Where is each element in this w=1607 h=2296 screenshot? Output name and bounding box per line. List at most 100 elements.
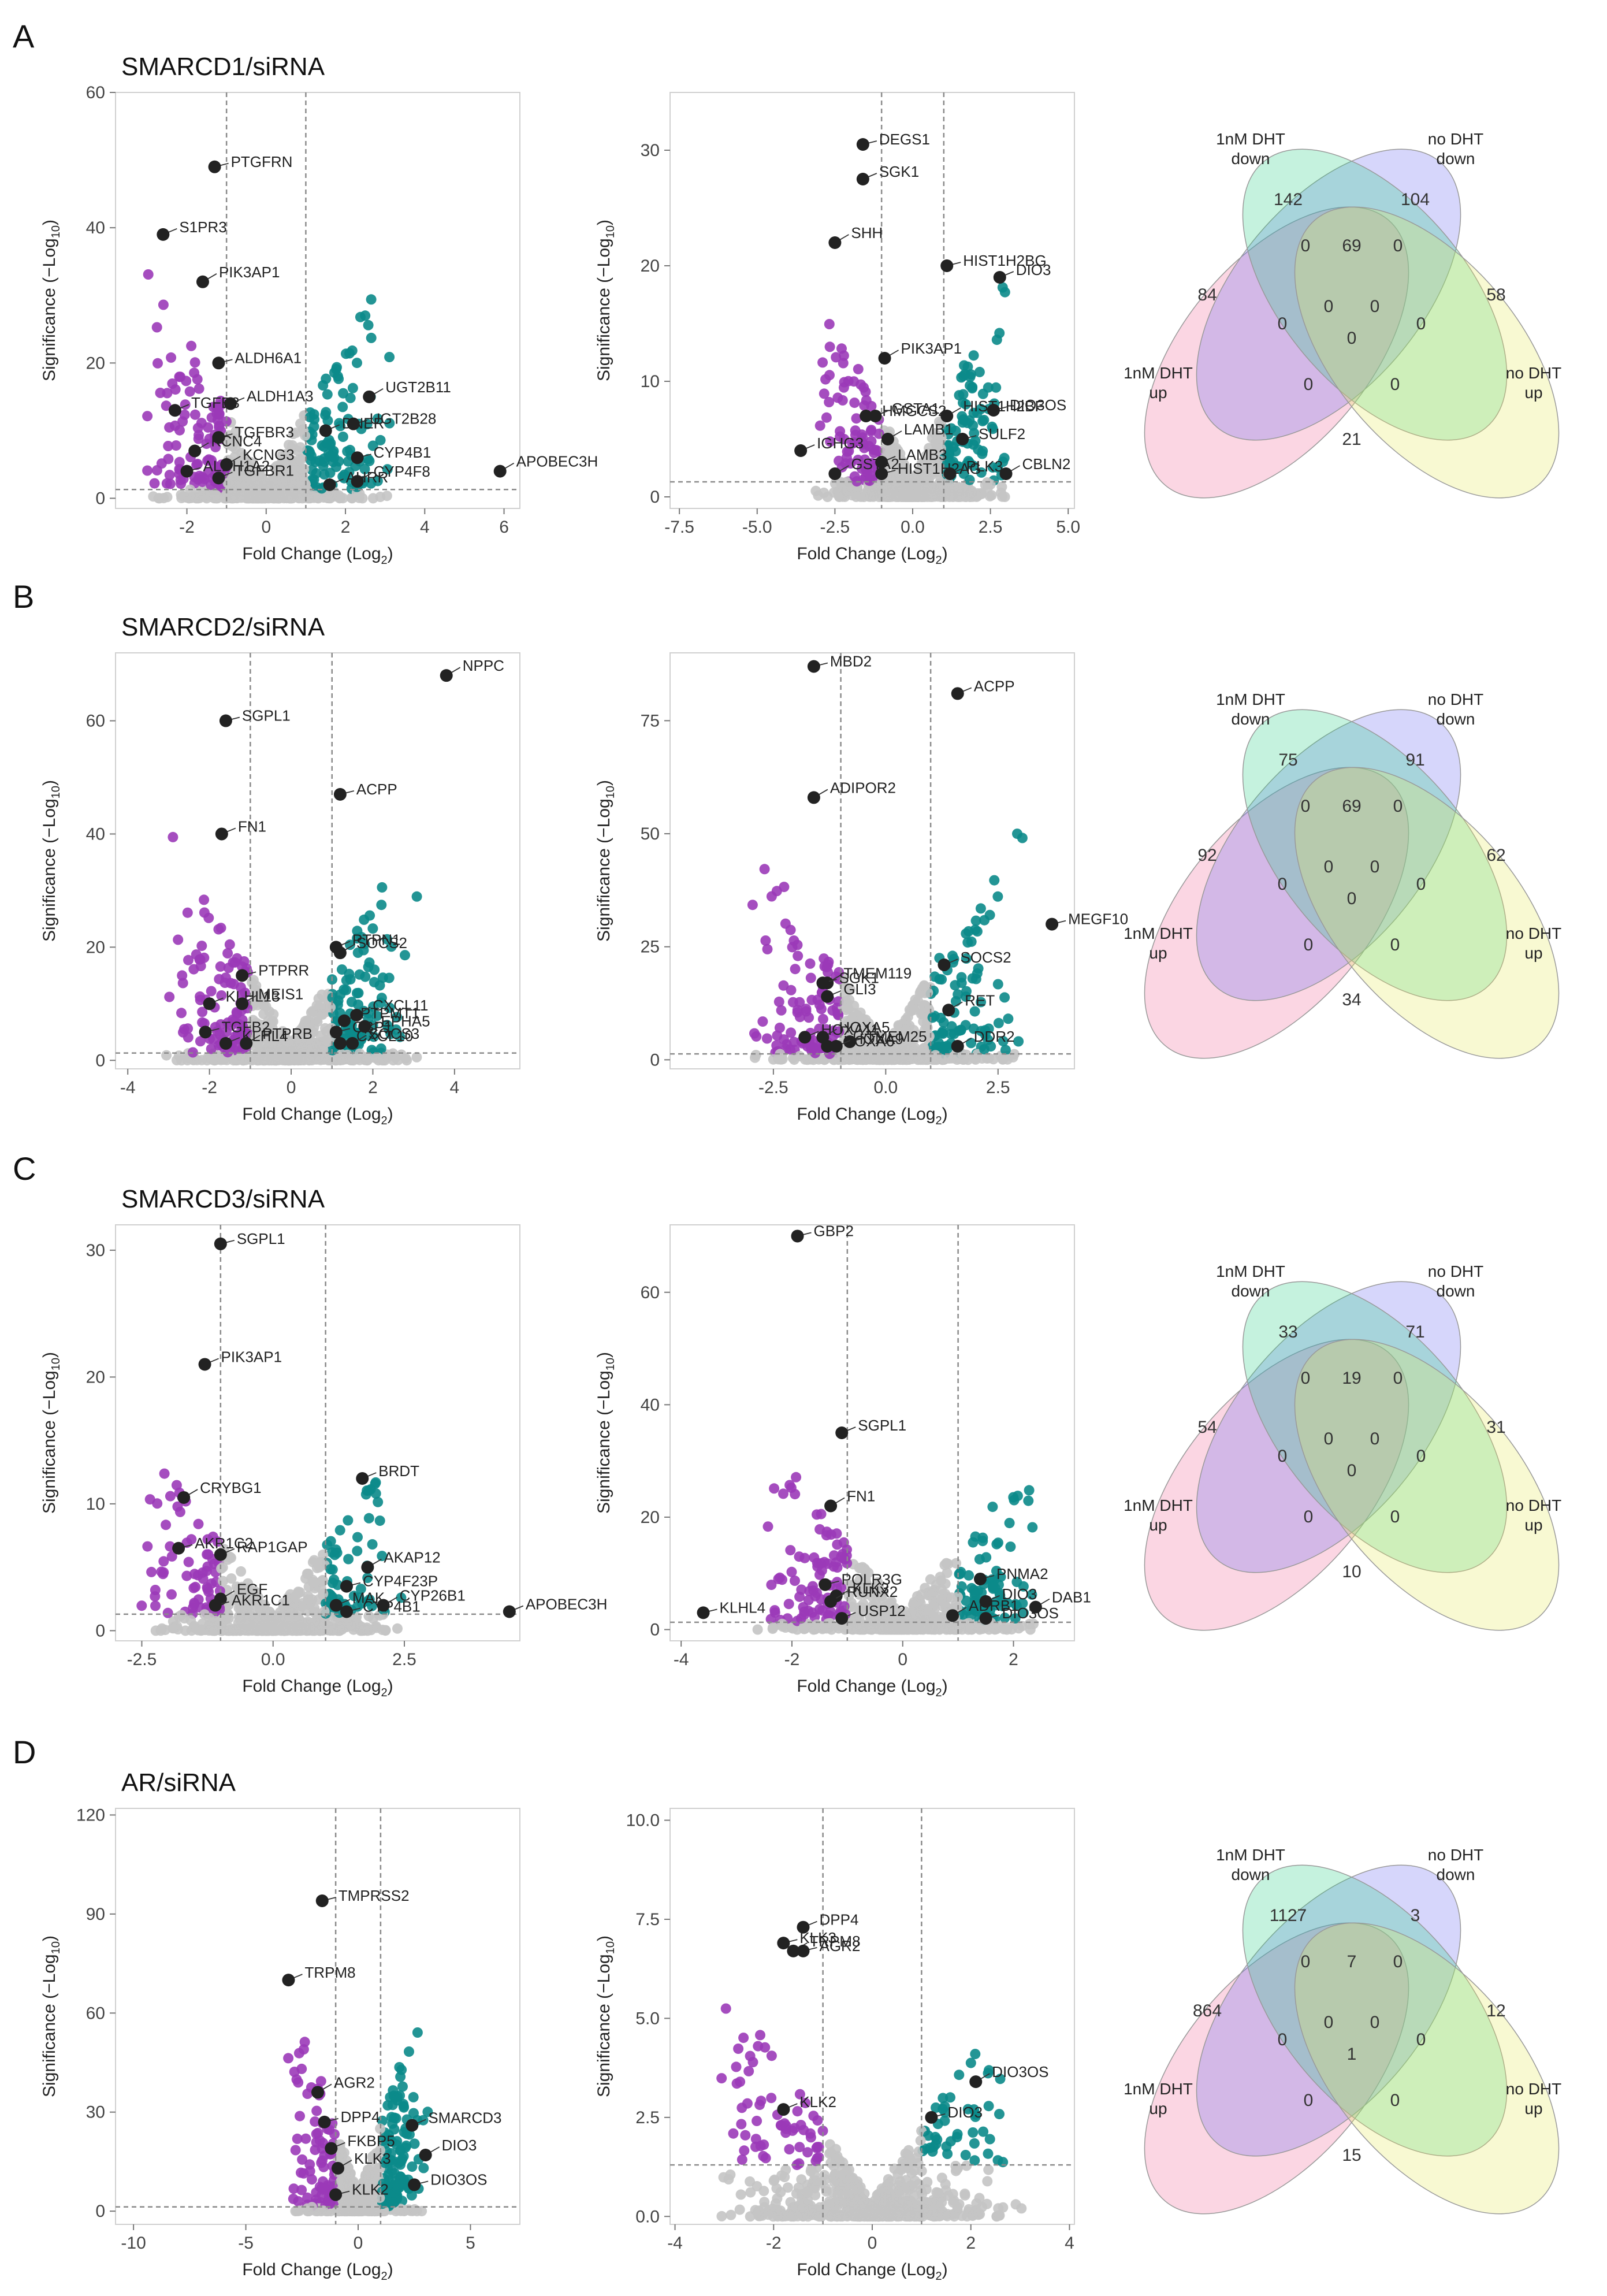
labelled-gene-point [973,1572,987,1585]
x-tick-label: 2.5 [979,518,1003,537]
ns-point [308,1555,319,1566]
ns-point [289,1623,300,1634]
down-point [793,950,804,961]
ns-point [303,493,314,504]
venn-count: 0 [1301,797,1311,816]
down-point [166,1589,177,1600]
up-point [334,1525,345,1536]
up-point [962,361,973,372]
y-tick-label: 0 [650,488,660,507]
gene-label: SOCS2 [960,949,1011,966]
down-point [779,882,790,893]
gene-label: MBD2 [830,652,872,670]
down-point [143,269,154,280]
y-axis-title: Significance (−Log10) [594,1352,617,1514]
x-tick-label: -2.5 [758,1078,788,1097]
up-point [992,979,1003,990]
ns-point [325,1002,336,1013]
x-tick-label: -2 [179,518,195,537]
down-point [151,322,162,333]
ns-point [293,1588,304,1599]
labelled-gene-point [351,475,364,488]
down-point [786,984,797,995]
venn-count: 0 [1370,1429,1380,1448]
down-point [142,465,153,476]
ns-point [901,478,912,489]
up-point [303,445,314,456]
up-point [373,1496,384,1507]
x-tick-label: 0.0 [873,1078,898,1097]
gene-label: DEGS1 [879,131,930,148]
venn-count: 0 [1301,1369,1311,1388]
venn-count: 0 [1324,1429,1334,1448]
down-point [792,1005,803,1016]
venn-count: 0 [1324,297,1334,316]
down-point [817,357,828,368]
ns-point [318,1588,329,1599]
down-point [817,1605,828,1616]
labelled-gene-point [177,1491,191,1504]
venn-count: 0 [1304,1507,1314,1526]
down-point [183,1023,194,1034]
venn-count: 34 [1342,990,1361,1009]
down-point [149,478,160,489]
labelled-gene-point [215,827,228,841]
down-point [199,894,210,905]
up-point [1024,1485,1035,1496]
up-point [363,961,374,972]
labelled-gene-point [946,1609,959,1622]
ns-point [288,429,299,439]
labelled-gene-point [956,433,969,445]
ns-point [972,491,983,501]
labelled-gene-point [835,1612,849,1625]
gene-label: PTGFRN [231,153,293,170]
labelled-gene-point [337,1014,351,1027]
down-point [871,445,881,456]
ns-point [213,1620,224,1631]
down-point [791,1472,802,1483]
down-point [864,475,875,486]
gene-label: CBLN2 [1022,455,1071,473]
ns-point [228,1625,239,1636]
ns-point [794,1051,805,1061]
ns-point [942,1567,953,1578]
gene-label: FN1 [238,818,266,835]
gene-label: DIO3 [1016,261,1051,278]
ns-point [204,1621,215,1632]
labelled-gene-point [319,424,332,437]
up-point [975,903,986,914]
ns-point [918,1000,929,1010]
x-tick-label: 2 [341,518,351,537]
down-point [194,383,204,394]
ns-point [306,1007,317,1018]
gene-label: RET [965,991,995,1009]
x-axis-title: Fold Change (Log2) [797,1677,947,1699]
y-tick-label: 10 [641,372,660,391]
down-point [189,409,200,420]
gene-label: ALDH1A3 [247,388,314,405]
venn-label-1nm-up: 1nM DHT [1124,924,1193,942]
ns-point [997,491,1007,502]
down-point [176,478,187,489]
y-tick-label: 60 [86,712,105,731]
down-point [804,1012,814,1023]
ns-point [752,1624,763,1635]
labelled-gene-point [979,1612,992,1625]
x-axis-title: Fold Change (Log2) [242,544,393,567]
labelled-gene-point [212,356,225,370]
x-tick-label: 0.0 [261,1650,285,1669]
volcano-plot: MBD2ACPPADIPOR2MEGF10SOCS2TMEM119SGK1GLI… [594,652,1128,1127]
volcano-plot: PTGFRNS1PR3PIK3AP1ALDH6A1TGFB3KCNC4TGFBR… [40,83,598,567]
y-axis-title: Significance (−Log10) [40,780,62,942]
up-point [936,1028,947,1038]
ns-point [940,1578,951,1589]
up-point [360,971,371,982]
ns-point [161,1050,172,1061]
down-point [222,948,233,958]
labelled-gene-point [219,714,232,727]
y-axis-title: Significance (−Log10) [40,220,62,381]
labelled-gene-point [993,271,1006,284]
labelled-gene-point [697,1606,710,1619]
